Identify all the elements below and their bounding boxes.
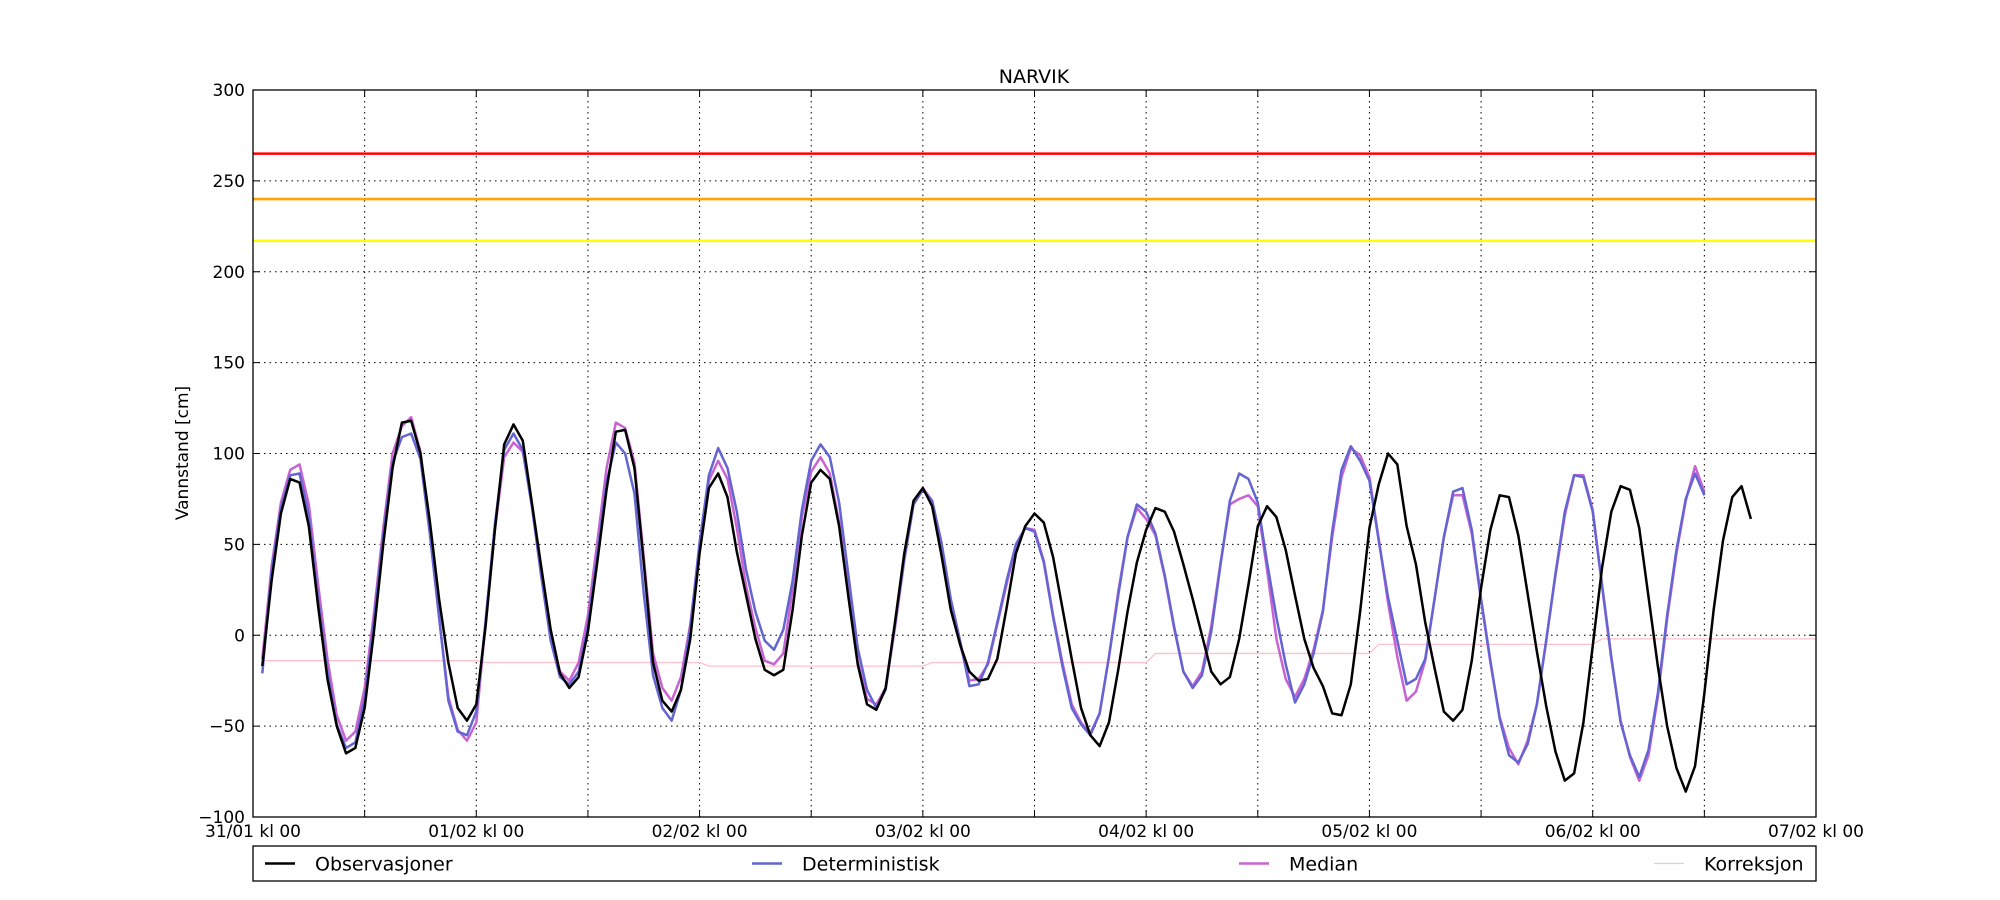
y-tick-label: −50: [209, 717, 245, 737]
series-line-observasjoner: [261, 419, 1753, 793]
legend: Observasjoner Deterministisk Median Korreks…: [252, 845, 1817, 882]
legend-label-observasjoner: Observasjoner: [315, 854, 453, 876]
y-tick-label: −100: [198, 808, 245, 828]
threshold-layer: [253, 152, 1816, 243]
chart-title: NARVIK: [999, 66, 1070, 88]
y-tick-label: 200: [213, 263, 245, 283]
tick-layer: −100 −50 0 50 100 150 200 250 300 31/01 kl 00 01/0…: [198, 81, 1864, 842]
legend-label-median: Median: [1289, 854, 1358, 876]
x-tick-label: 07/02 kl 00: [1768, 822, 1864, 842]
y-axis-label: Vannstand [cm]: [173, 386, 193, 520]
x-tick-label: 04/02 kl 00: [1098, 822, 1194, 842]
x-tick-label: 01/02 kl 00: [428, 822, 524, 842]
x-tick-label: 03/02 kl 00: [875, 822, 971, 842]
y-tick-label: 50: [223, 535, 245, 555]
x-tick-label: 06/02 kl 00: [1545, 822, 1641, 842]
y-tick-label: 250: [213, 172, 245, 192]
legend-frame: [252, 845, 1817, 882]
legend-label-deterministisk: Deterministisk: [802, 854, 940, 876]
y-tick-label: 150: [213, 354, 245, 374]
y-tick-label: 0: [234, 626, 245, 646]
series-layer: [261, 415, 1816, 793]
x-tick-label: 02/02 kl 00: [652, 822, 748, 842]
y-tick-label: 100: [213, 445, 245, 465]
y-tick-label: 300: [213, 81, 245, 101]
x-tick-label: 31/01 kl 00: [205, 822, 301, 842]
x-tick-label: 05/02 kl 00: [1321, 822, 1417, 842]
series-line-korreksjon: [262, 638, 1816, 667]
legend-label-korreksjon: Korreksjon: [1704, 854, 1804, 876]
grid-layer: [253, 90, 1816, 817]
